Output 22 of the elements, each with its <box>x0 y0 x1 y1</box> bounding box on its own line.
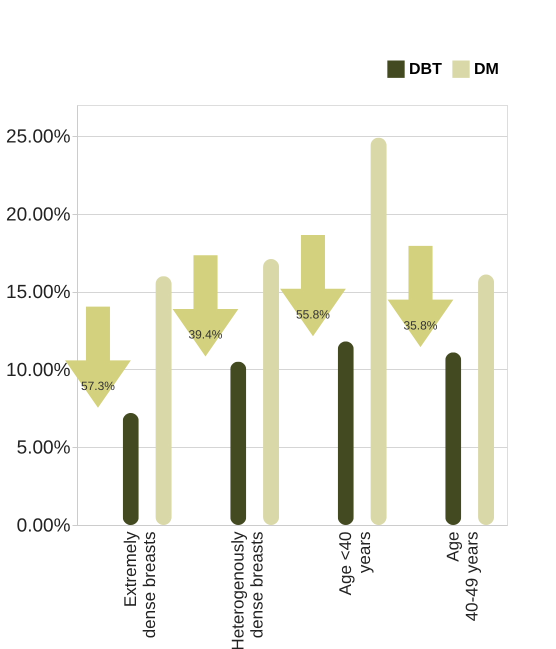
legend-label: DM <box>474 61 499 78</box>
x-tick-label: Age <40 years <box>336 532 374 596</box>
bar <box>370 138 387 525</box>
annotation: 39.4% <box>188 328 223 342</box>
annotation: 57.3% <box>80 379 116 393</box>
bar <box>263 259 280 525</box>
y-tick-label: 0.00% <box>16 516 71 536</box>
annotation: 55.8% <box>296 307 330 322</box>
y-tick-label: 10.00% <box>6 360 71 381</box>
y-tick-label: 15.00% <box>6 282 71 304</box>
y-tick-label: 25.00% <box>6 126 71 148</box>
bar <box>122 413 139 525</box>
x-tick-label: Extremely dense breasts <box>120 531 159 638</box>
annotation: 35.8% <box>403 318 438 332</box>
bar <box>230 362 246 525</box>
bar <box>445 352 462 525</box>
y-tick-label: 20.00% <box>6 204 71 226</box>
y-tick-label: 5.00% <box>16 438 71 459</box>
bar <box>156 276 172 525</box>
bar <box>478 274 494 525</box>
legend-label: DBT <box>409 61 442 78</box>
bar <box>338 341 354 525</box>
